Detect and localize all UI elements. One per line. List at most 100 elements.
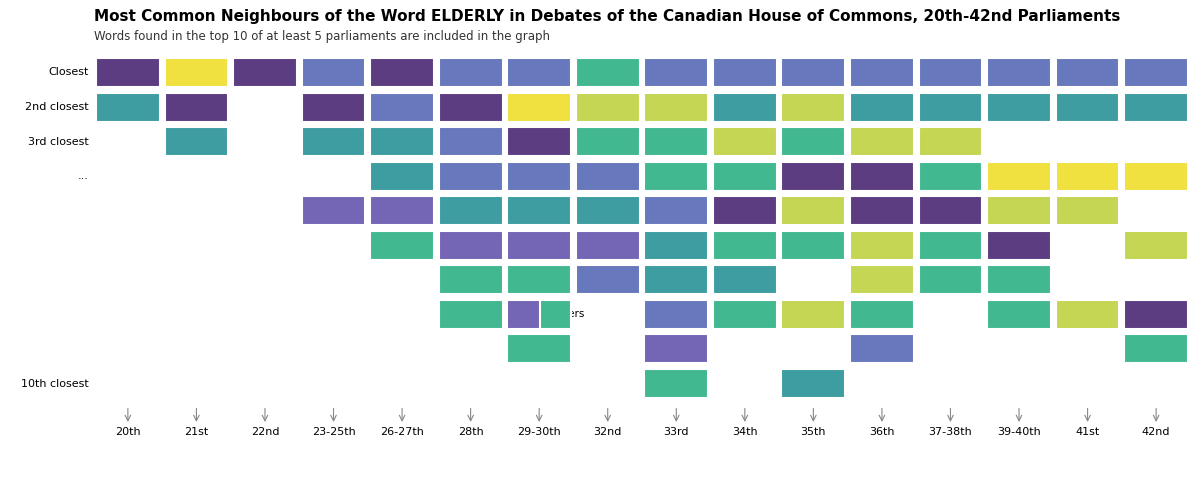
Text: citizens: citizens: [451, 240, 491, 250]
Text: poor: poor: [665, 171, 688, 181]
Text: sick: sick: [1009, 206, 1030, 216]
Text: older: older: [320, 137, 347, 146]
Text: older: older: [389, 171, 415, 181]
Text: older: older: [800, 379, 827, 388]
Text: citizens: citizens: [382, 206, 422, 216]
Text: 2nd closest: 2nd closest: [25, 102, 89, 112]
Text: older: older: [662, 275, 690, 285]
Text: citizens: citizens: [656, 344, 696, 354]
Text: seniors: seniors: [1138, 344, 1175, 354]
Text: 3rd closest: 3rd closest: [28, 137, 89, 146]
Text: poor: poor: [870, 310, 894, 319]
Text: older: older: [594, 206, 622, 216]
Text: disabled: disabled: [929, 68, 972, 77]
Text: citizens: citizens: [520, 310, 559, 319]
Text: pensioners: pensioners: [527, 310, 584, 319]
Text: families: families: [655, 310, 697, 319]
Text: children: children: [998, 240, 1040, 250]
Text: Closest: Closest: [48, 68, 89, 77]
Text: older: older: [526, 206, 552, 216]
Text: pensioners: pensioners: [442, 310, 499, 319]
Text: sick: sick: [1146, 240, 1166, 250]
Text: disabled: disabled: [654, 68, 698, 77]
Text: 37-38th: 37-38th: [929, 427, 972, 437]
Text: 42nd: 42nd: [1142, 427, 1170, 437]
Text: 33rd: 33rd: [664, 427, 689, 437]
Text: sick: sick: [734, 137, 755, 146]
Text: children: children: [792, 171, 834, 181]
Text: young: young: [1003, 171, 1036, 181]
Text: parents: parents: [862, 102, 902, 112]
Text: older: older: [457, 206, 484, 216]
Text: 20th: 20th: [115, 427, 140, 437]
Text: 29-30th: 29-30th: [517, 427, 562, 437]
Text: parents: parents: [1136, 102, 1176, 112]
Text: sick: sick: [871, 137, 892, 146]
Text: older: older: [114, 102, 142, 112]
Text: disabled: disabled: [312, 68, 355, 77]
Text: 10th closest: 10th closest: [22, 379, 89, 388]
Text: aged: aged: [320, 102, 347, 112]
Text: Words found in the top 10 of at least 5 parliaments are included in the graph: Words found in the top 10 of at least 5 …: [94, 30, 550, 43]
Text: disabled: disabled: [791, 68, 835, 77]
Text: 34th: 34th: [732, 427, 757, 437]
Text: children: children: [724, 206, 766, 216]
Text: sick: sick: [1078, 206, 1098, 216]
Text: aged: aged: [389, 68, 415, 77]
Text: poor: poor: [1007, 275, 1031, 285]
Text: pensioners: pensioners: [510, 275, 568, 285]
Text: women: women: [794, 206, 833, 216]
Text: poor: poor: [733, 310, 757, 319]
Text: disabled: disabled: [722, 68, 767, 77]
Text: women: women: [863, 240, 901, 250]
Text: disabled: disabled: [517, 68, 562, 77]
Text: 26-27th: 26-27th: [380, 427, 424, 437]
Text: pensioners: pensioners: [648, 379, 704, 388]
Text: families: families: [450, 171, 491, 181]
Text: aged: aged: [252, 68, 278, 77]
Text: 21st: 21st: [185, 427, 209, 437]
Text: poor: poor: [733, 240, 757, 250]
Text: seniors: seniors: [931, 171, 970, 181]
Text: young: young: [1072, 171, 1104, 181]
Text: aged: aged: [526, 137, 552, 146]
Text: older: older: [389, 137, 415, 146]
Text: women: women: [794, 310, 833, 319]
Text: sick: sick: [666, 102, 686, 112]
Text: families: families: [518, 171, 559, 181]
Text: aged: aged: [1144, 310, 1169, 319]
Text: children: children: [930, 206, 972, 216]
Text: poor: poor: [802, 240, 826, 250]
Text: seniors: seniors: [726, 171, 763, 181]
Text: aged: aged: [457, 102, 484, 112]
Text: disabled: disabled: [449, 68, 493, 77]
Text: young: young: [523, 102, 556, 112]
Text: families: families: [382, 102, 422, 112]
Text: disabled: disabled: [1066, 68, 1110, 77]
Text: 36th: 36th: [869, 427, 895, 437]
Text: disabled: disabled: [997, 68, 1042, 77]
Text: families: families: [587, 275, 629, 285]
Text: disabled: disabled: [860, 68, 904, 77]
Text: families: families: [655, 206, 697, 216]
Text: parents: parents: [725, 102, 764, 112]
Text: children: children: [860, 206, 902, 216]
Text: older: older: [732, 275, 758, 285]
Text: citizens: citizens: [520, 240, 559, 250]
Text: Most Common Neighbours of the Word ELDERLY in Debates of the Canadian House of C: Most Common Neighbours of the Word ELDER…: [94, 9, 1120, 24]
Text: aged: aged: [184, 102, 210, 112]
Text: pensioners: pensioners: [510, 344, 568, 354]
Text: disabled: disabled: [1134, 68, 1178, 77]
Text: citizens: citizens: [313, 206, 354, 216]
Text: women: women: [1068, 310, 1106, 319]
Text: poor: poor: [1007, 310, 1031, 319]
Text: 22nd: 22nd: [251, 427, 280, 437]
Text: older: older: [662, 240, 690, 250]
Text: 32nd: 32nd: [594, 427, 622, 437]
Text: poor: poor: [938, 275, 962, 285]
Text: parents: parents: [1068, 102, 1108, 112]
Text: sick: sick: [941, 137, 961, 146]
Text: women: women: [863, 275, 901, 285]
Text: seniors: seniors: [589, 68, 626, 77]
Text: 35th: 35th: [800, 427, 826, 437]
